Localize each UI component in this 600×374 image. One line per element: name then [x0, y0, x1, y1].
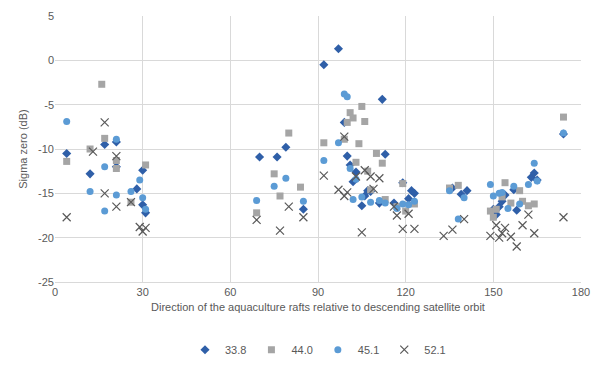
- svg-text:-25: -25: [38, 276, 54, 288]
- svg-text:90: 90: [312, 286, 324, 298]
- svg-text:Sigma zero (dB): Sigma zero (dB): [17, 109, 29, 188]
- svg-text:-5: -5: [44, 99, 54, 111]
- svg-text:30: 30: [137, 286, 149, 298]
- svg-text:120: 120: [396, 286, 414, 298]
- svg-text:45.1: 45.1: [358, 344, 379, 356]
- svg-text:33.8: 33.8: [225, 344, 246, 356]
- svg-text:5: 5: [48, 10, 54, 22]
- svg-text:0: 0: [52, 286, 58, 298]
- svg-text:-20: -20: [38, 232, 54, 244]
- svg-text:0: 0: [48, 54, 54, 66]
- svg-text:60: 60: [224, 286, 236, 298]
- svg-text:150: 150: [484, 286, 502, 298]
- svg-text:-15: -15: [38, 187, 54, 199]
- svg-text:-10: -10: [38, 143, 54, 155]
- svg-text:44.0: 44.0: [291, 344, 312, 356]
- svg-text:180: 180: [572, 286, 590, 298]
- svg-text:52.1: 52.1: [424, 344, 445, 356]
- svg-text:Direction of the aquaculture r: Direction of the aquaculture rafts relat…: [151, 301, 485, 313]
